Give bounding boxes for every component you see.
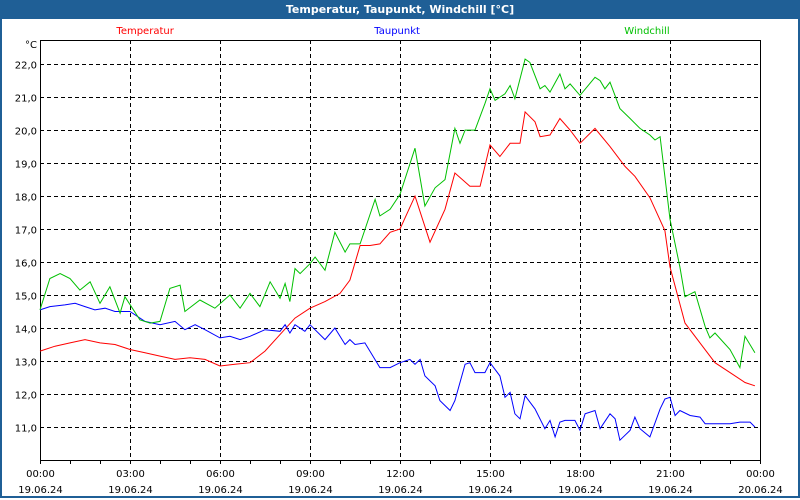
y-tick-label: 22,0 (15, 61, 37, 72)
x-tick-date: 19.06.24 (558, 485, 603, 496)
plot-frame (40, 40, 761, 461)
x-tick-date: 19.06.24 (18, 485, 63, 496)
y-tick-label: 11,0 (15, 424, 37, 435)
x-tick-time: 09:00 (296, 469, 325, 480)
legend-temperatur: Temperatur (115, 26, 174, 37)
y-tick-label: 14,0 (15, 325, 37, 336)
x-tick-time: 03:00 (116, 469, 145, 480)
y-tick-label: 15,0 (15, 292, 37, 303)
x-tick-time: 00:00 (26, 469, 55, 480)
legend-taupunkt: Taupunkt (373, 26, 420, 37)
series-line-temperatur (39, 110, 756, 387)
y-tick-label: 18,0 (15, 193, 37, 204)
y-tick-label: 19,0 (15, 160, 37, 171)
y-tick-label: 13,0 (15, 358, 37, 369)
x-tick-date: 19.06.24 (648, 485, 693, 496)
x-tick-time: 21:00 (656, 469, 685, 480)
window-title: Temperatur, Taupunkt, Windchill [°C] (0, 0, 800, 19)
legend-windchill: Windchill (624, 26, 669, 37)
x-tick-date: 20.06.24 (738, 485, 783, 496)
y-tick-label: 12,0 (15, 391, 37, 402)
x-tick-time: 15:00 (476, 469, 505, 480)
x-tick-time: 12:00 (386, 469, 415, 480)
x-tick-date: 19.06.24 (288, 485, 333, 496)
x-tick-date: 19.06.24 (378, 485, 423, 496)
x-tick-date: 19.06.24 (468, 485, 513, 496)
y-tick-label: 17,0 (15, 226, 37, 237)
x-tick-time: 00:00 (746, 469, 775, 480)
x-tick-time: 18:00 (566, 469, 595, 480)
y-tick-label: 20,0 (15, 127, 37, 138)
series-line-windchill (39, 58, 756, 370)
series-line-taupunkt (39, 302, 756, 442)
x-tick-time: 06:00 (206, 469, 235, 480)
y-tick-label: 16,0 (15, 259, 37, 270)
y-axis-unit: °C (25, 40, 37, 51)
y-tick-label: 21,0 (15, 94, 37, 105)
x-tick-date: 19.06.24 (198, 485, 243, 496)
x-tick-date: 19.06.24 (108, 485, 153, 496)
